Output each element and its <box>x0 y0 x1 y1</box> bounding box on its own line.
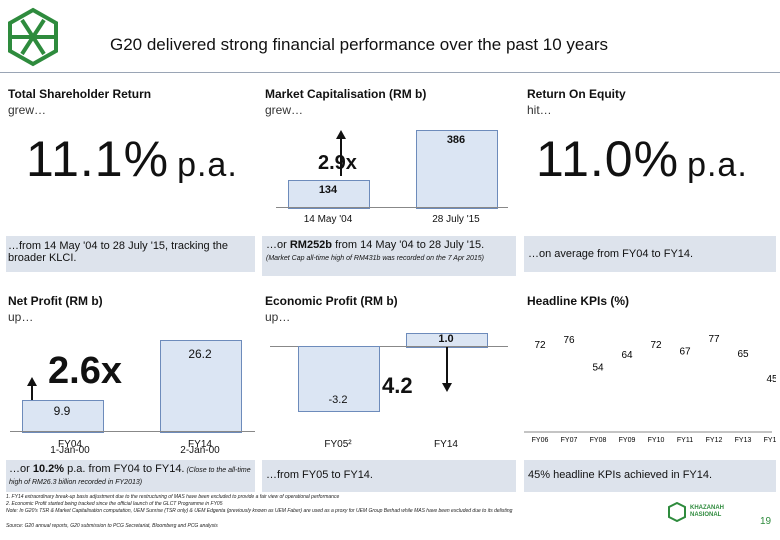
ep-baseline <box>270 346 508 347</box>
up-arrow-icon <box>336 130 346 139</box>
up-arrow-icon <box>27 377 37 386</box>
kpi-value-label: 65 <box>737 349 749 360</box>
khazanah-logo <box>4 6 62 68</box>
kpi-tick-label: FY14 <box>764 437 776 444</box>
mcap-bar-2004-value: 134 <box>318 184 338 196</box>
ep-note: …from FY05 to FY14. <box>262 460 516 492</box>
np-x2: FY14 <box>188 439 212 450</box>
title-divider <box>0 72 780 73</box>
kpi-tick-label: FY09 <box>619 437 636 444</box>
kpi-tick-label: FY11 <box>677 437 693 444</box>
tsr-sub: grew… <box>8 103 47 117</box>
kpi-tick-label: FY06 <box>532 437 549 444</box>
np-multiple: 2.6x <box>48 350 122 392</box>
kpi-chart: 72 76 54 64 72 67 77 65 45 FY06 FY07 FY08 FY09 FY10 FY… <box>524 334 776 444</box>
kpi-value-label: 45 <box>766 374 776 385</box>
footnote-1: 1. FY14 extraordinary break-up basis adj… <box>6 494 340 500</box>
np-bar-fy14-value: 26.2 <box>188 347 212 361</box>
mcap-bar-2015-value: 386 <box>446 134 466 146</box>
ep-heading: Economic Profit (RM b) <box>265 294 398 308</box>
kpi-value-label: 72 <box>534 340 546 351</box>
mcap-bar-2004 <box>288 180 370 209</box>
ep-change: 4.2 <box>382 373 413 398</box>
slide-title: G20 delivered strong financial performan… <box>110 35 608 54</box>
mcap-arrow-shaft <box>340 138 342 176</box>
mcap-multiple: 2.9x <box>318 152 357 174</box>
np-heading: Net Profit (RM b) <box>8 294 103 308</box>
mcap-x1: 14 May '04 <box>303 214 353 225</box>
footnote-source: Source: G20 annual reports, G20 submissi… <box>6 523 218 529</box>
ep-bar-fy05 <box>298 346 380 412</box>
kpi-note: 45% headline KPIs achieved in FY14. <box>524 460 776 492</box>
mcap-note: …or RM252b from 14 May '04 to 28 July '1… <box>262 236 516 276</box>
kpi-tick-label: FY10 <box>648 437 665 444</box>
kpi-tick-label: FY13 <box>735 437 752 444</box>
tsr-big-value: 11.1% p.a. <box>26 131 238 187</box>
np-x2b: 2-Jan-00 <box>180 445 220 456</box>
brand-name-2: NASIONAL <box>690 512 722 518</box>
np-baseline <box>10 431 255 432</box>
roe-big-value: 11.0% p.a. <box>536 131 748 187</box>
roe-sub: hit… <box>527 103 552 117</box>
page-number: 19 <box>760 516 772 527</box>
kpi-value-label: 72 <box>650 340 662 351</box>
kpi-heading: Headline KPIs (%) <box>527 294 630 308</box>
mcap-x2: 28 July '15 <box>432 214 480 225</box>
kpi-tick-label: FY12 <box>706 437 723 444</box>
kpi-tick-label: FY08 <box>590 437 607 444</box>
np-bar-fy14 <box>160 340 242 433</box>
ep-arrow-shaft <box>446 347 448 383</box>
ep-sub: up… <box>265 310 291 324</box>
kpi-value-label: 76 <box>563 335 575 346</box>
brand-name-1: KHAZANAH <box>690 505 724 511</box>
np-x1b: 1-Jan-00 <box>50 445 90 456</box>
np-arrow-shaft <box>31 385 33 402</box>
tsr-heading: Total Shareholder Return <box>8 87 152 101</box>
kpi-value-label: 77 <box>708 334 720 345</box>
kpi-value-label: 64 <box>621 350 633 361</box>
down-arrow-icon <box>442 383 452 392</box>
np-bar-fy04 <box>22 400 104 433</box>
footnote-note: Note: In G20's TSR & Market Capitalisati… <box>6 508 513 514</box>
mcap-bar-2015 <box>416 130 498 209</box>
ep-x1: FY05² <box>324 439 352 450</box>
np-bar-fy04-value: 9.9 <box>53 404 71 418</box>
mcap-sub: grew… <box>265 103 304 117</box>
footnote-2: 2. Economic Profit started being tracked… <box>6 501 223 507</box>
roe-note: …on average from FY04 to FY14. <box>524 236 776 272</box>
kpi-tick-label: FY07 <box>561 437 578 444</box>
np-x1: FY04 <box>58 439 82 450</box>
kpi-value-label: 54 <box>592 363 604 374</box>
ep-x2: FY14 <box>434 439 458 450</box>
roe-heading: Return On Equity <box>527 87 626 101</box>
np-sub: up… <box>8 310 34 324</box>
tsr-note: …from 14 May '04 to 28 July '15, trackin… <box>6 236 255 272</box>
footer-logo-icon <box>668 501 686 527</box>
mcap-baseline <box>276 207 508 208</box>
kpi-value-label: 67 <box>679 346 691 357</box>
ep-bar-fy05-value: -3.2 <box>328 394 348 406</box>
mcap-heading: Market Capitalisation (RM b) <box>265 87 427 101</box>
ep-bar-fy14-value: 1.0 <box>438 333 454 345</box>
np-note: …or 10.2% p.a. from FY04 to FY14. (Close… <box>6 460 255 492</box>
